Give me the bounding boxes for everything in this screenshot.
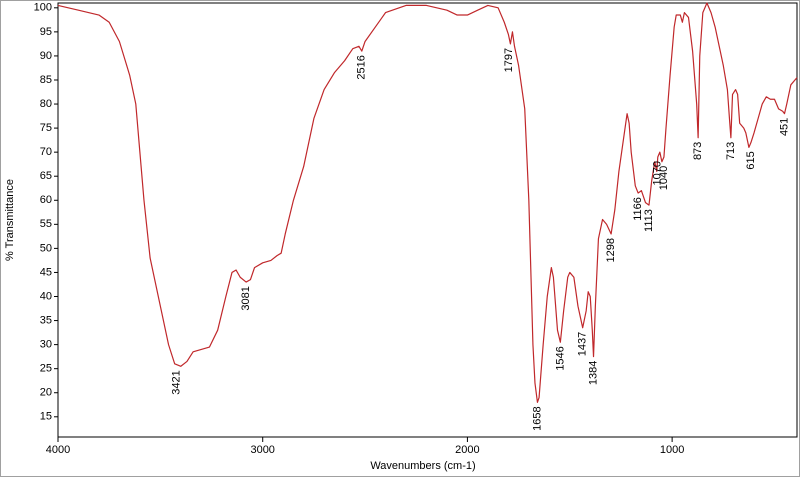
y-tick-label: 65: [40, 170, 52, 182]
x-tick-label: 2000: [455, 444, 479, 456]
peak-label: 1384: [587, 361, 599, 385]
y-tick-label: 45: [40, 266, 52, 278]
peak-label: 1437: [577, 332, 589, 356]
y-axis-label: % Transmittance: [4, 179, 16, 261]
peak-label: 1797: [503, 48, 515, 72]
y-tick-label: 75: [40, 122, 52, 134]
peak-label: 873: [692, 142, 704, 160]
y-tick-label: 20: [40, 387, 52, 399]
y-tick-label: 30: [40, 339, 52, 351]
y-tick-label: 25: [40, 363, 52, 375]
y-tick-label: 90: [40, 50, 52, 62]
peak-label: 3421: [170, 370, 182, 394]
peak-label: 1113: [643, 209, 655, 232]
spectrum-line: [57, 2, 798, 403]
peak-label: 2516: [356, 55, 368, 79]
y-tick-label: 50: [40, 242, 52, 254]
peak-label: 1658: [531, 406, 543, 430]
x-axis-label: Wavenumbers (cm-1): [370, 460, 475, 472]
y-tick-label: 60: [40, 194, 52, 206]
x-tick-label: 1000: [660, 444, 684, 456]
peak-label: 1070: [652, 161, 664, 185]
peak-label: 615: [745, 151, 757, 169]
peak-label: 1040: [658, 166, 670, 190]
plot-frame: [57, 2, 798, 438]
y-tick-label: 40: [40, 290, 52, 302]
y-tick-label: 15: [40, 411, 52, 423]
y-tick-label: 80: [40, 98, 52, 110]
peak-label: 1546: [554, 346, 566, 370]
y-tick-label: 35: [40, 314, 52, 326]
y-tick-label: 95: [40, 26, 52, 38]
x-tick-label: 3000: [250, 444, 274, 456]
peak-label: 451: [778, 118, 790, 136]
x-tick-label: 4000: [46, 444, 70, 456]
y-tick-label: 55: [40, 218, 52, 230]
y-tick-label: 100: [34, 2, 52, 14]
peak-label: 713: [725, 142, 737, 160]
y-tick-label: 70: [40, 146, 52, 158]
peak-label: 1166: [632, 197, 644, 221]
peak-label: 3081: [240, 286, 252, 310]
y-tick-label: 85: [40, 74, 52, 86]
peak-label: 1298: [605, 238, 617, 262]
